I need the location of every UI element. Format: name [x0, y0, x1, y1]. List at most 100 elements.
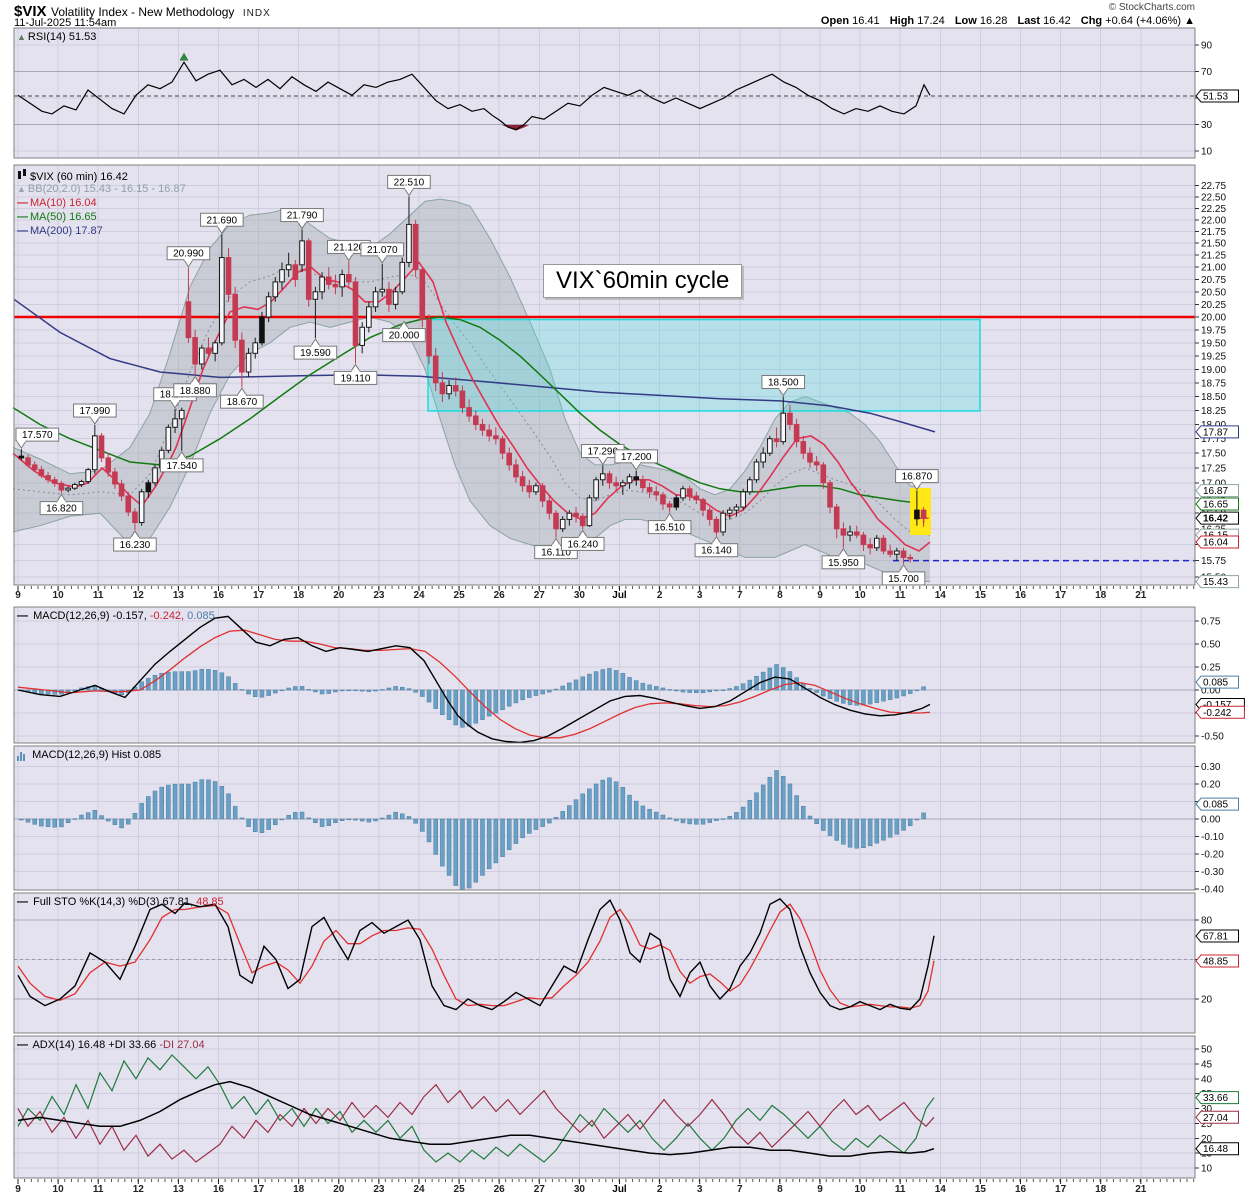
svg-text:20.25: 20.25 — [1201, 300, 1226, 311]
svg-text:40: 40 — [1201, 1074, 1213, 1085]
svg-text:7: 7 — [737, 1184, 743, 1195]
svg-text:2: 2 — [657, 590, 663, 601]
svg-text:24: 24 — [413, 1184, 425, 1195]
svg-text:18.880: 18.880 — [180, 386, 211, 397]
svg-text:0.30: 0.30 — [1201, 762, 1221, 773]
svg-text:20.50: 20.50 — [1201, 287, 1226, 298]
svg-text:10: 10 — [53, 590, 65, 601]
svg-text:3: 3 — [697, 1184, 703, 1195]
candles — [18, 196, 927, 564]
symbol-name: Volatility Index - New Methodology — [50, 5, 235, 19]
price-legend-bb: ▲ BB(20,2.0) 15.43 - 16.15 - 16.87 — [17, 183, 186, 195]
svg-text:27: 27 — [534, 1184, 546, 1195]
price-panel: 22.7522.5022.2522.0021.7521.5021.2521.00… — [12, 164, 1239, 589]
svg-text:9: 9 — [817, 1184, 823, 1195]
svg-text:18.75: 18.75 — [1201, 378, 1226, 389]
svg-text:22.25: 22.25 — [1201, 204, 1226, 215]
svg-text:17.570: 17.570 — [22, 430, 53, 441]
svg-text:17.00: 17.00 — [1201, 478, 1226, 489]
svg-text:15: 15 — [975, 590, 987, 601]
svg-text:20: 20 — [333, 1184, 345, 1195]
svg-text:21.690: 21.690 — [207, 215, 238, 226]
svg-text:0.20: 0.20 — [1201, 780, 1221, 791]
svg-text:16.140: 16.140 — [701, 546, 732, 557]
svg-text:8: 8 — [777, 1184, 783, 1195]
svg-text:50: 50 — [1201, 1045, 1213, 1056]
symbol: $VIX — [14, 3, 47, 20]
svg-text:15.950: 15.950 — [828, 558, 859, 569]
macd-legend-name: MACD(12,26,9) — [33, 610, 110, 622]
svg-text:30: 30 — [1201, 120, 1213, 131]
svg-text:22.00: 22.00 — [1201, 215, 1226, 226]
svg-text:11: 11 — [93, 1184, 104, 1195]
svg-text:0.75: 0.75 — [1201, 617, 1221, 628]
svg-text:0.085: 0.085 — [1203, 800, 1228, 811]
svg-text:17.25: 17.25 — [1201, 463, 1226, 474]
ma200-line-icon: — — [17, 225, 28, 237]
hist-legend: MACD(12,26,9) Hist 0.085 — [17, 749, 161, 761]
ma10-legend-text: MA(10) 16.04 — [30, 197, 97, 209]
svg-text:16.240: 16.240 — [567, 539, 598, 550]
price-legend-ma50: — MA(50) 16.65 — [17, 211, 97, 223]
macd-line-icon: — — [17, 610, 28, 622]
svg-text:23: 23 — [373, 590, 385, 601]
price-legend-text: $VIX (60 min) 16.42 — [30, 171, 128, 183]
svg-text:90: 90 — [1201, 41, 1213, 52]
copyright: © StockCharts.com — [1108, 2, 1195, 13]
svg-text:18.500: 18.500 — [768, 378, 799, 389]
svg-text:21.790: 21.790 — [287, 211, 318, 222]
svg-text:10: 10 — [1201, 147, 1213, 158]
date-axis-bottom: 9 10 11 12 13 16 17 18 20 23 24 25 26 27 30 Jul 2 3 7 8 9 10 1… — [15, 1179, 1195, 1195]
svg-text:21.50: 21.50 — [1201, 239, 1226, 250]
svg-text:16.04: 16.04 — [1203, 538, 1228, 549]
adx-mdi-text: -DI 27.04 — [159, 1039, 205, 1051]
svg-text:22.50: 22.50 — [1201, 192, 1226, 203]
svg-text:21.070: 21.070 — [367, 245, 398, 256]
svg-text:19.75: 19.75 — [1201, 325, 1226, 336]
rsi-panel: 907050301051.53 — [13, 27, 1239, 159]
svg-text:17: 17 — [1055, 590, 1067, 601]
svg-text:0.00: 0.00 — [1201, 686, 1221, 697]
svg-text:21.25: 21.25 — [1201, 251, 1226, 262]
svg-text:26: 26 — [494, 590, 506, 601]
svg-text:16.510: 16.510 — [654, 523, 685, 534]
svg-text:16.65: 16.65 — [1203, 499, 1228, 510]
svg-text:17.87: 17.87 — [1203, 427, 1228, 438]
svg-text:-0.50: -0.50 — [1201, 732, 1224, 743]
svg-text:7: 7 — [737, 590, 743, 601]
svg-text:22.75: 22.75 — [1201, 181, 1226, 192]
svg-text:0.00: 0.00 — [1201, 815, 1221, 826]
bb-icon: ▲ — [17, 184, 26, 194]
svg-text:10: 10 — [1201, 1164, 1213, 1175]
chart-header: $VIX Volatility Index - New Methodology … — [14, 3, 271, 21]
svg-text:30: 30 — [1201, 1104, 1213, 1115]
svg-text:-0.10: -0.10 — [1201, 832, 1224, 843]
svg-text:20.990: 20.990 — [173, 249, 204, 260]
svg-text:12: 12 — [133, 590, 145, 601]
svg-text:16.870: 16.870 — [902, 472, 933, 483]
svg-text:67.81: 67.81 — [1203, 932, 1228, 943]
svg-text:15: 15 — [975, 1184, 987, 1195]
svg-text:25: 25 — [1201, 1119, 1213, 1130]
svg-text:-0.30: -0.30 — [1201, 867, 1224, 878]
svg-text:16.87: 16.87 — [1203, 486, 1228, 497]
svg-text:10: 10 — [855, 1184, 867, 1195]
chg-label: Chg — [1080, 15, 1103, 27]
svg-text:25: 25 — [454, 1184, 466, 1195]
svg-text:0.25: 0.25 — [1201, 663, 1221, 674]
svg-text:13: 13 — [173, 1184, 185, 1195]
ma50-line-icon: — — [17, 211, 28, 223]
svg-text:20.00: 20.00 — [1201, 312, 1226, 323]
svg-text:21.00: 21.00 — [1201, 263, 1226, 274]
macd-value-1: -0.157, — [112, 610, 147, 622]
svg-text:8: 8 — [777, 590, 783, 601]
adx-legend: — ADX(14) 16.48 +DI 33.66 -DI 27.04 — [17, 1039, 205, 1051]
svg-text:10: 10 — [855, 590, 867, 601]
svg-text:17.200: 17.200 — [621, 452, 652, 463]
macd-legend: — MACD(12,26,9) -0.157, -0.242, 0.085 — [17, 610, 215, 622]
sto-value-d: 48.85 — [196, 896, 224, 908]
svg-text:21.75: 21.75 — [1201, 227, 1226, 238]
svg-text:15.43: 15.43 — [1203, 577, 1228, 588]
svg-text:19.25: 19.25 — [1201, 351, 1226, 362]
